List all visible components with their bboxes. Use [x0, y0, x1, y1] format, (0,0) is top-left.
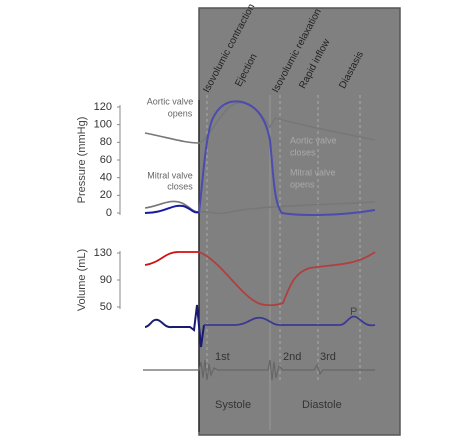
ecg	[144, 304, 205, 348]
sound-label: 2nd	[283, 351, 301, 363]
annotation: opens	[290, 179, 315, 189]
ecg	[204, 315, 376, 327]
annotation: Aortic valve	[147, 96, 194, 106]
annotation: closes	[167, 181, 193, 191]
tick-label: 60	[100, 154, 112, 166]
annotation: Mitral valve	[290, 167, 336, 177]
sound-label: 3rd	[320, 351, 336, 363]
sound-label: 1st	[215, 351, 230, 363]
axis-label: Volume (mL)	[76, 249, 88, 311]
period-label: Diastole	[302, 399, 342, 411]
tick-label: 130	[94, 247, 112, 259]
tick-label: 40	[100, 172, 112, 184]
ventricular-pressure	[198, 100, 376, 216]
tick-label: 0	[106, 207, 112, 219]
tick-label: 80	[100, 136, 112, 148]
ecg-label: P	[350, 306, 357, 318]
annotation: opens	[168, 108, 193, 118]
tick-label: 20	[100, 189, 112, 201]
ventricular-pressure	[144, 204, 200, 214]
ventricular-volume	[144, 251, 199, 266]
tick-label: 90	[100, 274, 112, 286]
tick-label: 50	[100, 301, 112, 313]
atrial-pressure	[144, 200, 376, 215]
annotation: Mitral valve	[147, 170, 193, 180]
annotation: Aortic valve	[290, 135, 337, 145]
ventricular-volume	[198, 251, 376, 307]
annotation: closes	[290, 147, 316, 157]
cycle-box	[198, 7, 401, 436]
axis-label: Pressure (mmHg)	[76, 117, 88, 204]
tick-label: 100	[94, 119, 112, 131]
tick-label: 120	[94, 101, 112, 113]
period-label: Systole	[215, 399, 251, 411]
phonocardiogram	[143, 359, 375, 381]
